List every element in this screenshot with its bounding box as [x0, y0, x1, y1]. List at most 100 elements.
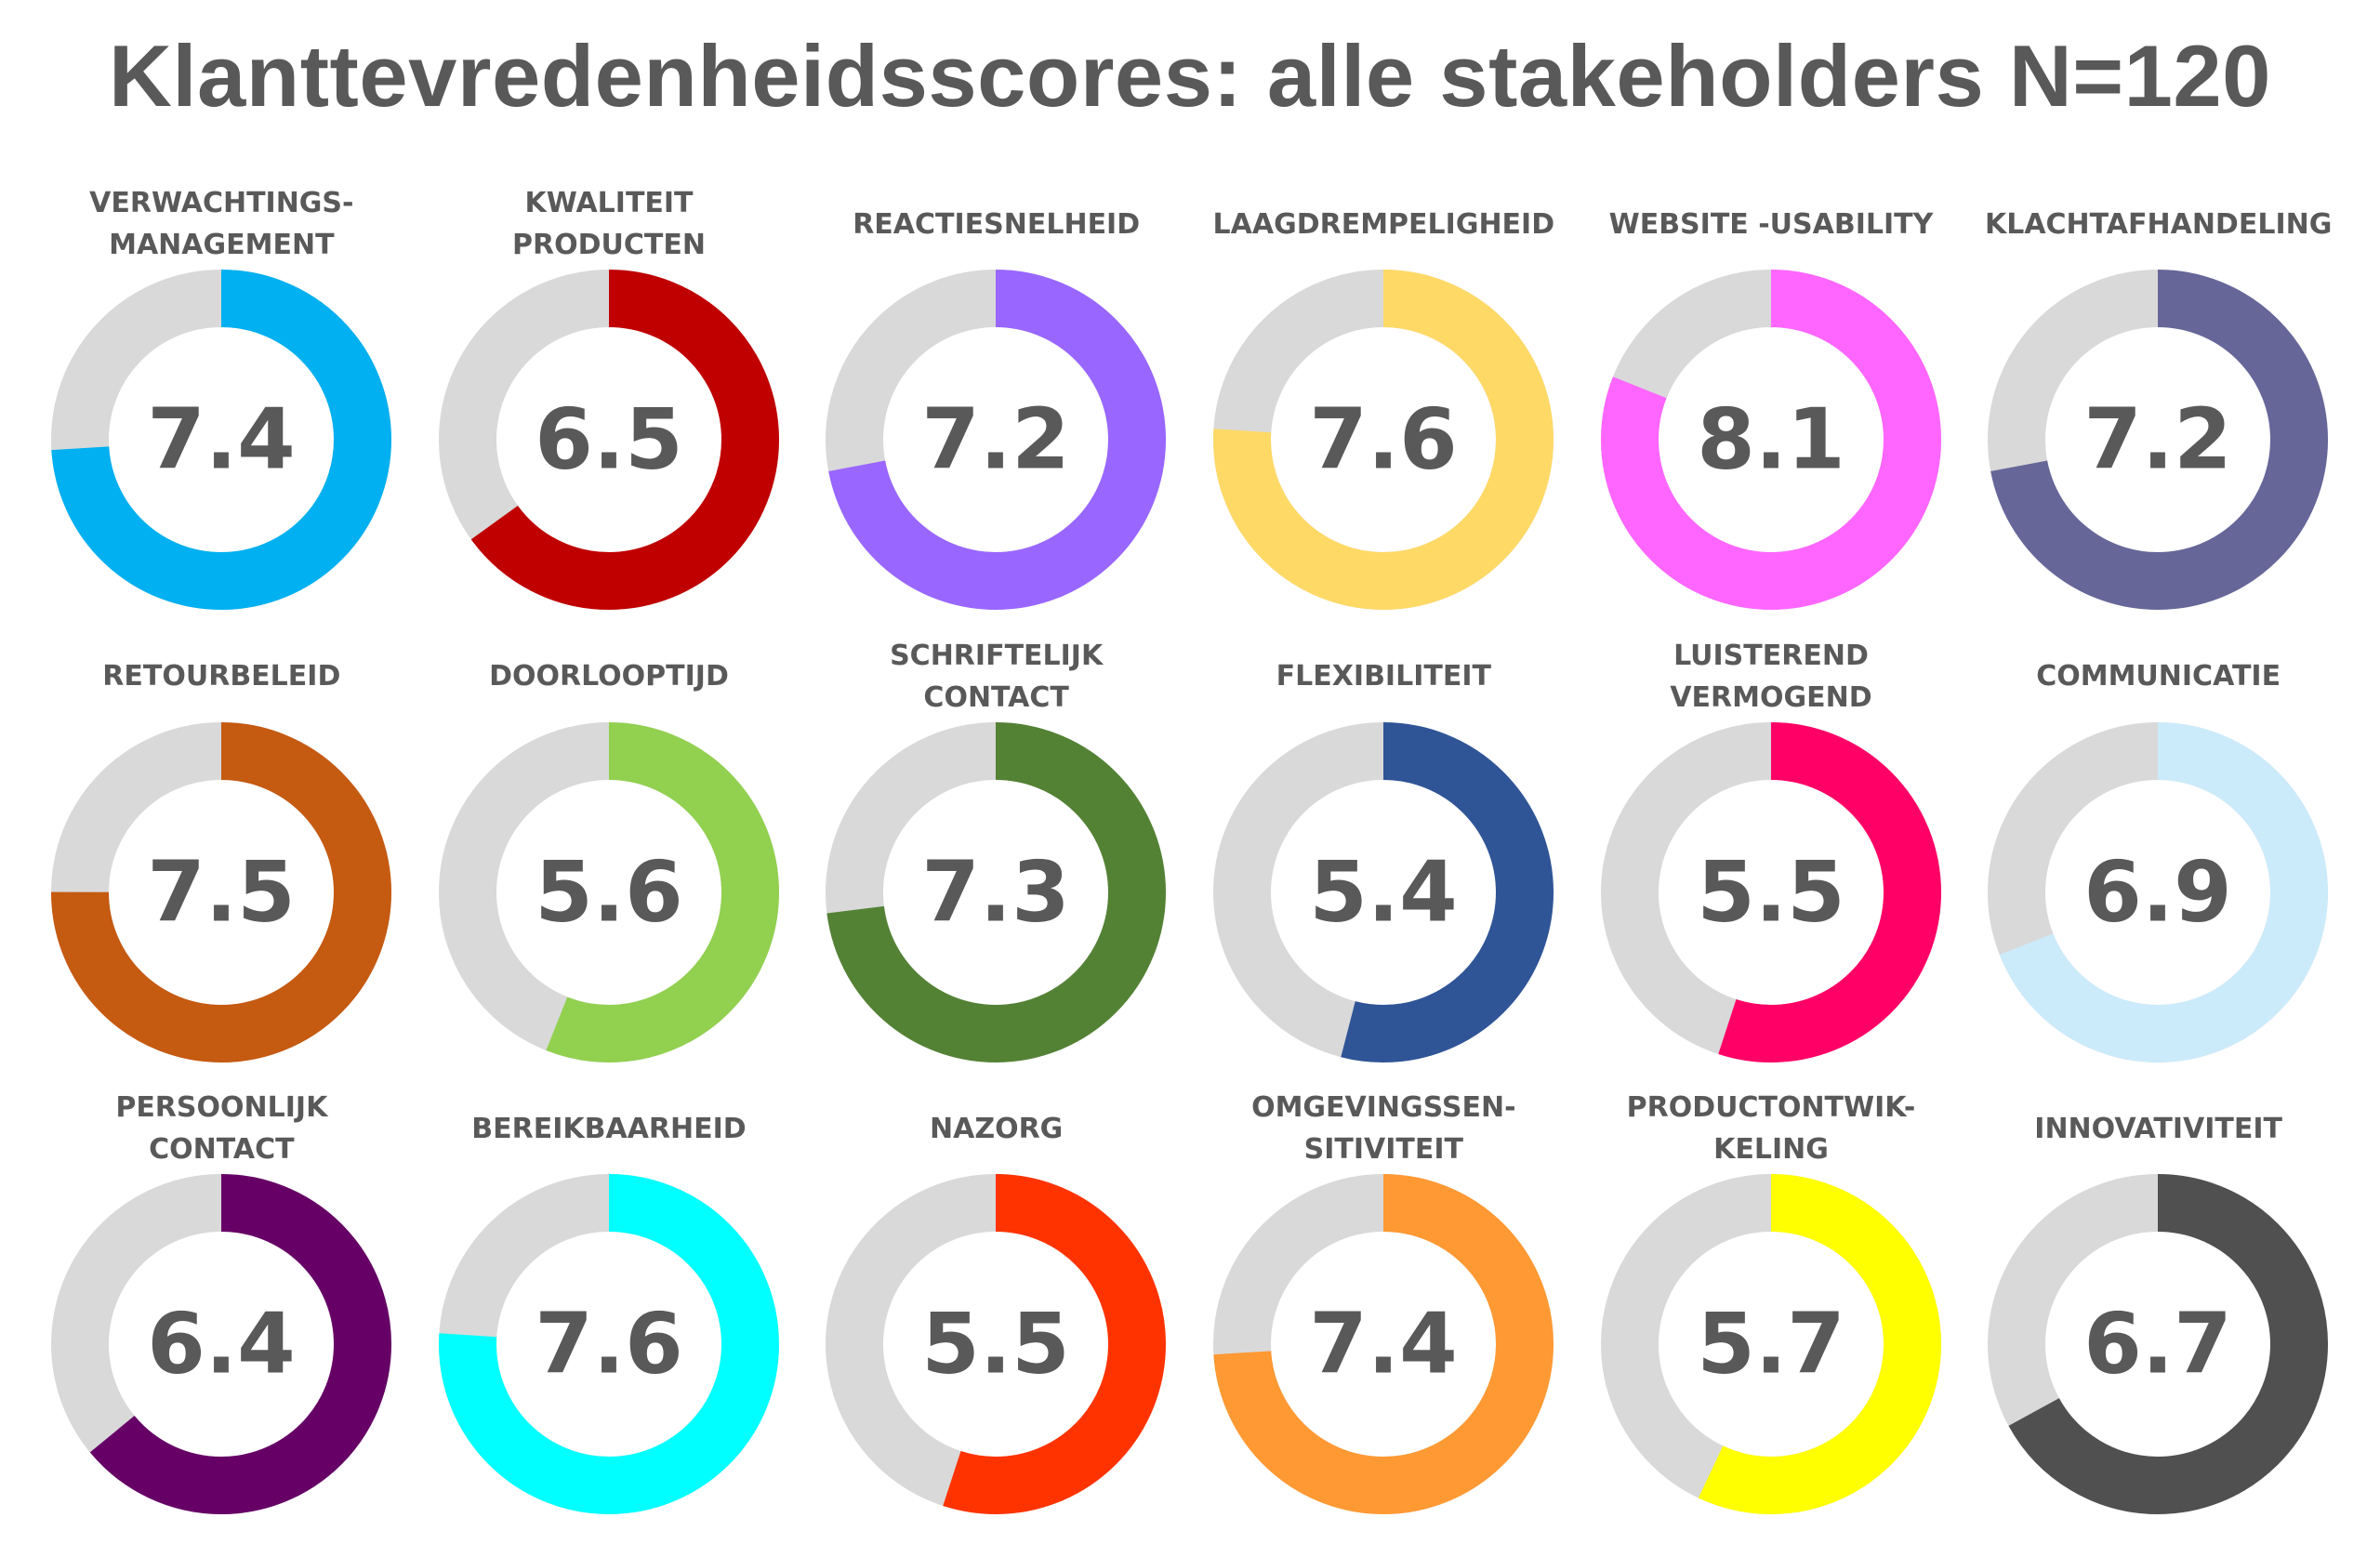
- donut-value-arc: [1600, 1174, 1941, 1515]
- donut-value-label: 7.2: [922, 391, 1070, 489]
- donut-svg: 7.5: [51, 721, 391, 1062]
- donut-chart: 7.2: [826, 270, 1167, 610]
- donut-label-line: NAZORG: [930, 1112, 1064, 1145]
- donut-label-line: SCHRIFTELIJK: [890, 639, 1104, 672]
- donut-value-arc: [1600, 721, 1941, 1062]
- donut-label: INNOVATIVITEIT: [1964, 1084, 2352, 1173]
- donut-chart: 7.6: [438, 1174, 779, 1515]
- donut-svg: 5.6: [438, 721, 779, 1062]
- donut-chart: 7.2: [1988, 270, 2329, 610]
- donut-value-arc: [826, 1174, 1167, 1515]
- donut-label-line: KWALITEIT: [524, 187, 694, 219]
- donut-cell: DOORLOOPTIJD 5.6: [416, 625, 803, 1077]
- donut-chart: 7.4: [1212, 1174, 1554, 1515]
- donut-value-arc: [1212, 270, 1554, 610]
- donut-value-label: 5.5: [922, 1296, 1070, 1393]
- donut-svg: 5.5: [1600, 721, 1941, 1062]
- donut-label-line: KLACHTAFHANDELING: [1984, 207, 2333, 241]
- donut-value-arc: [1212, 721, 1554, 1062]
- donut-cell: PERSOONLIJK CONTACT 6.4: [28, 1076, 416, 1529]
- donut-value-label: 7.3: [922, 843, 1070, 941]
- page-title: Klanttevredenheidsscores: alle stakehold…: [109, 27, 2271, 125]
- donut-value-label: 6.5: [535, 391, 682, 489]
- donut-value-label: 7.5: [147, 843, 295, 941]
- donut-value-arc: [1988, 1174, 2329, 1515]
- donut-label-line: LAAGDREMPELIGHEID: [1212, 207, 1555, 241]
- donut-svg: 5.7: [1600, 1174, 1941, 1515]
- donut-chart: 6.9: [1988, 721, 2329, 1062]
- donut-label-line: CONTACT: [149, 1133, 295, 1167]
- donut-label-line: KELING: [1713, 1133, 1829, 1167]
- donut-svg: 7.3: [826, 721, 1167, 1062]
- donut-cell: FLEXIBILITEIT 5.4: [1190, 625, 1578, 1077]
- donut-label: SCHRIFTELIJK CONTACT: [802, 632, 1190, 721]
- donut-label: OMGEVINGSSEN- SITIVITEIT: [1190, 1084, 1578, 1173]
- donut-svg: 5.4: [1212, 721, 1554, 1062]
- donut-value-arc: [1212, 1174, 1554, 1515]
- donut-value-arc: [51, 1174, 391, 1515]
- donut-label: PERSOONLIJK CONTACT: [28, 1084, 416, 1173]
- donut-value-label: 7.2: [2084, 391, 2232, 489]
- donut-label-line: COMMUNICATIE: [2036, 660, 2281, 693]
- donut-value-arc: [438, 270, 779, 610]
- donut-label: COMMUNICATIE: [1964, 632, 2352, 721]
- donut-value-label: 7.6: [1309, 391, 1457, 489]
- donut-svg: 7.6: [1212, 270, 1554, 610]
- donut-svg: 6.5: [438, 270, 779, 610]
- donut-label: WEBSITE -USABILITY: [1578, 179, 1965, 269]
- donut-cell: INNOVATIVITEIT 6.7: [1964, 1076, 2352, 1529]
- donut-cell: WEBSITE -USABILITY 8.1: [1578, 172, 1965, 625]
- donut-label-line: VERWACHTINGS-: [89, 187, 354, 219]
- donut-cell: COMMUNICATIE 6.9: [1964, 625, 2352, 1077]
- donut-label: FLEXIBILITEIT: [1190, 632, 1578, 721]
- donut-label-line: LUISTEREND: [1673, 639, 1869, 672]
- donut-label-line: PERSOONLIJK: [115, 1091, 328, 1125]
- donut-chart: 7.6: [1212, 270, 1554, 610]
- donut-label: DOORLOOPTIJD: [416, 632, 803, 721]
- donut-value-arc: [826, 270, 1167, 610]
- donut-value-label: 5.7: [1697, 1296, 1844, 1393]
- donut-label-line: WEBSITE -USABILITY: [1608, 207, 1934, 241]
- donut-cell: LAAGDREMPELIGHEID 7.6: [1190, 172, 1578, 625]
- donut-label: VERWACHTINGS- MANAGEMENT: [28, 179, 416, 269]
- donut-chart: 5.4: [1212, 721, 1554, 1062]
- donut-chart: 5.5: [826, 1174, 1167, 1515]
- donut-value-arc: [826, 721, 1167, 1062]
- donut-chart: 5.5: [1600, 721, 1941, 1062]
- donut-cell: SCHRIFTELIJK CONTACT 7.3: [802, 625, 1190, 1077]
- donut-cell: VERWACHTINGS- MANAGEMENT 7.4: [28, 172, 416, 625]
- donut-chart: 7.5: [51, 721, 391, 1062]
- donut-value-label: 7.4: [1309, 1296, 1457, 1393]
- donut-svg: 7.2: [1988, 270, 2329, 610]
- donut-svg: 6.4: [51, 1174, 391, 1515]
- donut-cell: PRODUCTONTWIK- KELING 5.7: [1578, 1076, 1965, 1529]
- donut-value-label: 6.4: [147, 1296, 295, 1393]
- donut-chart-grid: VERWACHTINGS- MANAGEMENT 7.4 KWALITEIT PRODU…: [28, 172, 2352, 1529]
- donut-svg: 7.4: [51, 270, 391, 610]
- donut-label-line: MANAGEMENT: [109, 229, 335, 261]
- donut-label: KLACHTAFHANDELING: [1964, 179, 2352, 269]
- donut-svg: 7.4: [1212, 1174, 1554, 1515]
- donut-chart: 7.4: [51, 270, 391, 610]
- donut-svg: 6.7: [1988, 1174, 2329, 1515]
- donut-chart: 6.5: [438, 270, 779, 610]
- donut-label: LUISTEREND VERMOGEND: [1578, 632, 1965, 721]
- donut-chart: 7.3: [826, 721, 1167, 1062]
- donut-chart: 5.6: [438, 721, 779, 1062]
- donut-label-line: REACTIESNELHEID: [853, 207, 1141, 241]
- donut-value-arc: [1600, 270, 1941, 610]
- donut-value-arc: [438, 1174, 779, 1515]
- donut-svg: 6.9: [1988, 721, 2329, 1062]
- donut-cell: OMGEVINGSSEN- SITIVITEIT 7.4: [1190, 1076, 1578, 1529]
- donut-value-label: 5.5: [1697, 843, 1844, 941]
- donut-label-line: PRODUCTEN: [512, 229, 706, 261]
- donut-value-arc: [51, 721, 391, 1062]
- donut-chart: 8.1: [1600, 270, 1941, 610]
- donut-label-line: SITIVITEIT: [1303, 1133, 1463, 1167]
- donut-cell: LUISTEREND VERMOGEND 5.5: [1578, 625, 1965, 1077]
- donut-value-arc: [1988, 270, 2329, 610]
- donut-svg: 5.5: [826, 1174, 1167, 1515]
- donut-label: BEREIKBAARHEID: [416, 1084, 803, 1173]
- donut-svg: 8.1: [1600, 270, 1941, 610]
- donut-svg: 7.6: [438, 1174, 779, 1515]
